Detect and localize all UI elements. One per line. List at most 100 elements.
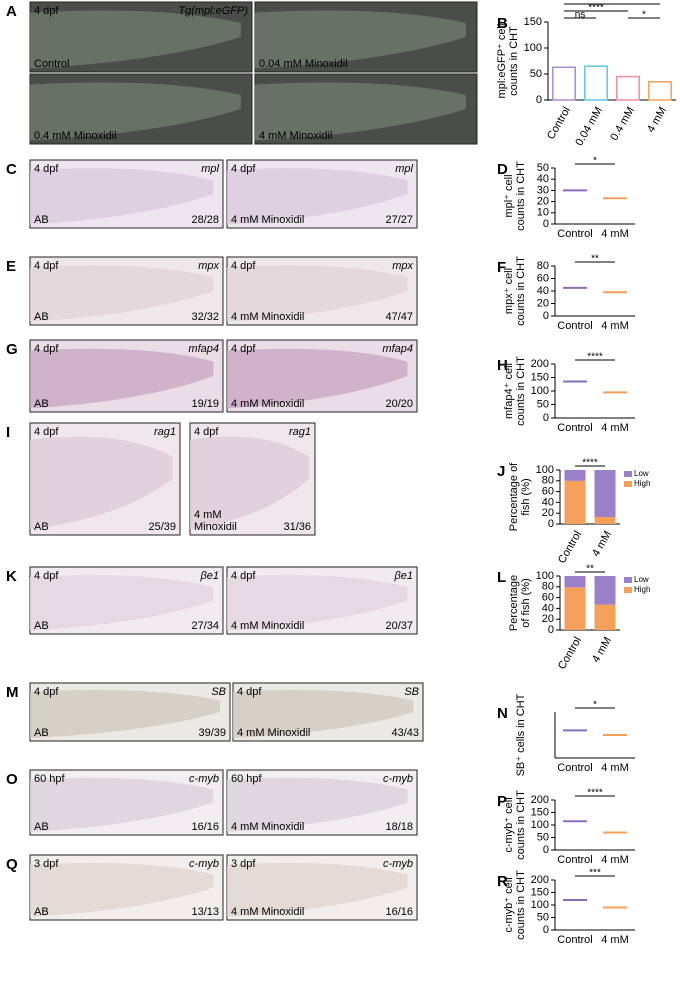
y-tick-label: 40 <box>537 173 549 185</box>
stacked-bar <box>594 576 616 605</box>
y-tick-label: 0 <box>548 624 554 636</box>
y-tick-label: 150 <box>531 371 549 383</box>
stage-label: 3 dpf <box>231 858 256 870</box>
specimen <box>227 862 408 917</box>
x-tick-label: Control <box>557 228 592 240</box>
stage-label: 60 hpf <box>231 773 263 785</box>
panel-letter: R <box>497 873 508 890</box>
panel-letter: E <box>6 258 16 275</box>
y-tick-label: 150 <box>531 886 549 898</box>
y-tick-label: 100 <box>536 570 554 582</box>
y-axis-label: counts in CHT <box>515 356 527 426</box>
legend-label: High <box>634 585 650 594</box>
ratio-label: 27/34 <box>191 620 219 632</box>
x-tick-label: 4 mM <box>601 762 629 774</box>
ratio-label: 47/47 <box>385 311 413 323</box>
stage-label: 4 dpf <box>34 570 59 582</box>
ratio-label: 19/19 <box>191 398 219 410</box>
y-tick-label: 20 <box>537 297 549 309</box>
specimen <box>30 690 220 739</box>
y-tick-label: 20 <box>542 613 554 625</box>
ratio-label: 16/16 <box>191 821 219 833</box>
group-label: 4 mM Minoxidil <box>231 906 304 918</box>
group-label: 4 mM Minoxidil <box>231 214 304 226</box>
group-label: Minoxidil <box>194 521 237 533</box>
specimen <box>227 575 408 631</box>
group-label: 4 mM <box>194 509 222 521</box>
stage-label: 4 dpf <box>231 260 256 272</box>
y-axis-label: c-myb⁺ cell <box>503 877 515 932</box>
legend-label: Low <box>634 469 649 478</box>
stage-label: 4 dpf <box>237 686 262 698</box>
specimen <box>30 436 173 530</box>
bar <box>648 81 672 101</box>
stage-label: 4 dpf <box>231 343 256 355</box>
specimen <box>30 168 214 225</box>
ratio-label: 13/13 <box>191 906 219 918</box>
y-tick-label: 150 <box>531 806 549 818</box>
significance-label: ** <box>586 564 594 575</box>
y-tick-label: 30 <box>537 184 549 196</box>
marker-label: c-myb <box>189 773 219 785</box>
x-tick-label: 0.4 mM <box>608 105 637 143</box>
stage-label: 3 dpf <box>34 858 59 870</box>
legend-label: High <box>634 479 650 488</box>
y-tick-label: 100 <box>531 819 549 831</box>
y-tick-label: 50 <box>537 831 549 843</box>
x-tick-label: 4 mM <box>590 529 614 559</box>
stage-label: 4 dpf <box>34 343 59 355</box>
y-axis-label: mpl⁺ cell <box>503 174 515 217</box>
significance-label: * <box>642 10 646 21</box>
y-axis-label: counts in CHT <box>515 161 527 231</box>
y-tick-label: 20 <box>537 196 549 208</box>
panel-letter: O <box>6 771 18 788</box>
panel-letter: G <box>6 341 18 358</box>
specimen <box>30 348 214 409</box>
panel-letter: C <box>6 161 17 178</box>
y-axis-label: counts in CHT <box>515 256 527 326</box>
legend-swatch <box>624 587 632 593</box>
x-tick-label: 4 mM <box>590 635 614 665</box>
stage-label: 4 dpf <box>34 5 59 17</box>
y-tick-label: 0 <box>548 518 554 530</box>
y-tick-label: 200 <box>531 874 549 886</box>
y-tick-label: 80 <box>542 581 554 593</box>
y-axis-label: of fish (%) <box>520 578 532 628</box>
marker-label: rag1 <box>154 426 176 438</box>
x-tick-label: 4 mM <box>601 228 629 240</box>
y-axis-label: counts in CHT <box>515 870 527 940</box>
marker-label: Tg(mpl:eGFP) <box>178 5 248 17</box>
specimen <box>30 862 214 917</box>
y-tick-label: 60 <box>537 272 549 284</box>
specimen <box>30 575 214 631</box>
marker-label: mfap4 <box>188 343 219 355</box>
significance-label: ns <box>575 10 586 21</box>
group-label: 4 mM Minoxidil <box>231 620 304 632</box>
y-tick-label: 0 <box>543 412 549 424</box>
marker-label: βe1 <box>199 570 219 582</box>
ratio-label: 18/18 <box>385 821 413 833</box>
y-tick-label: 80 <box>537 260 549 272</box>
x-tick-label: 0.04 mM <box>573 105 605 148</box>
significance-label: **** <box>604 0 620 7</box>
y-tick-label: 100 <box>536 464 554 476</box>
panel-letter: L <box>497 569 506 586</box>
stage-label: 4 dpf <box>34 426 59 438</box>
specimen <box>30 10 241 69</box>
group-label: Control <box>34 58 69 70</box>
group-label: 0.04 mM Minoxidil <box>259 58 348 70</box>
group-label: AB <box>34 620 49 632</box>
bar <box>552 66 576 101</box>
y-axis-label: Percentage of <box>508 462 520 531</box>
legend-swatch <box>624 471 632 477</box>
stage-label: 4 dpf <box>194 426 219 438</box>
y-tick-label: 40 <box>542 602 554 614</box>
specimen <box>227 265 408 322</box>
y-tick-label: 50 <box>537 398 549 410</box>
ratio-label: 20/20 <box>385 398 413 410</box>
specimen <box>233 690 414 739</box>
bar <box>584 65 608 101</box>
y-tick-label: 100 <box>524 42 542 54</box>
legend-swatch <box>624 481 632 487</box>
